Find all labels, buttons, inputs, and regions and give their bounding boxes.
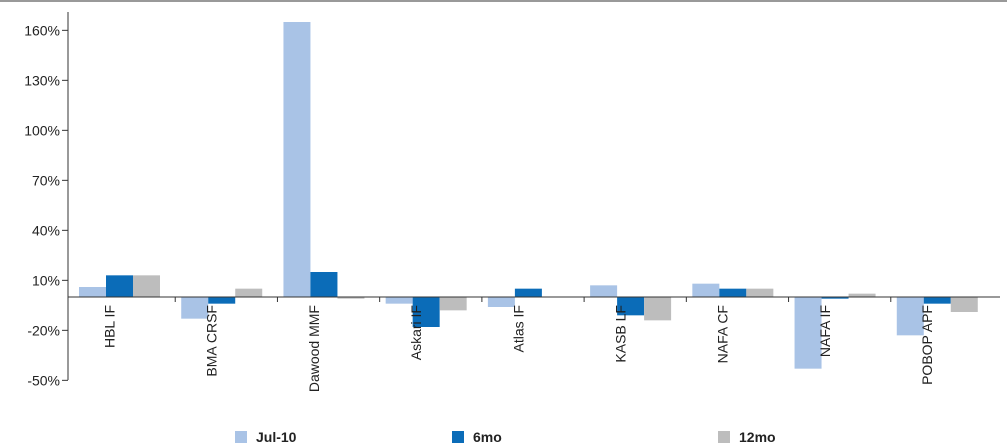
x-category-label: Dawood MMF: [306, 305, 322, 392]
x-category-label: NAFA IF: [817, 305, 833, 357]
bar-12mo: [950, 297, 978, 312]
y-tick-label: 70%: [32, 172, 60, 188]
bar-jul-10: [692, 283, 720, 297]
bar-6mo: [617, 297, 645, 316]
bar-jul-10: [79, 287, 106, 297]
bar-6mo: [106, 275, 133, 297]
bar-jul-10: [487, 297, 515, 307]
y-axis: 160% 130% 100% 70% 40% 10% -20% -50%: [24, 12, 69, 388]
y-tick-label: 40%: [32, 222, 60, 238]
bar-6mo: [208, 297, 236, 304]
legend-label: 6mo: [473, 429, 502, 445]
x-category-label: Atlas IF: [510, 305, 526, 352]
bar-12mo: [746, 288, 774, 297]
bar-6mo: [412, 297, 440, 327]
legend-swatch: [235, 431, 247, 443]
bar-jul-10: [385, 297, 413, 304]
bar-12mo: [644, 297, 672, 321]
y-tick-label: -50%: [27, 372, 60, 388]
x-category-label: KASB LF: [613, 305, 629, 363]
x-axis: HBL IF BMA CRSF Dawood MMF Askari IF Atlas I…: [68, 296, 1000, 392]
bar-jul-10: [181, 297, 209, 319]
legend-label: Jul-10: [256, 429, 297, 445]
legend-label: 12mo: [739, 429, 776, 445]
bar-6mo: [821, 297, 849, 299]
bar-12mo: [848, 293, 876, 297]
bar-jul-10: [896, 297, 924, 336]
bar-12mo: [235, 288, 263, 297]
bar-12mo: [133, 275, 160, 297]
bar-6mo: [923, 297, 951, 304]
y-tick-label: 130%: [24, 72, 60, 88]
bar-12mo: [439, 297, 467, 311]
y-tick-label: 100%: [24, 122, 60, 138]
legend: Jul-10 6mo 12mo: [235, 429, 776, 445]
y-tick-label: 10%: [32, 272, 60, 288]
bar-jul-10: [590, 285, 618, 297]
bar-6mo: [719, 288, 747, 297]
x-category-label: BMA CRSF: [204, 305, 220, 377]
y-tick-label: -20%: [27, 322, 60, 338]
x-category-label: POBOP APF: [919, 305, 935, 385]
y-tick-label: 160%: [24, 22, 60, 38]
x-category-label: HBL IF: [101, 305, 117, 348]
x-category-label: NAFA CF: [715, 305, 731, 363]
bar-jul-10: [283, 22, 311, 297]
bar-6mo: [310, 272, 338, 297]
x-category-label: Askari IF: [408, 305, 424, 360]
legend-swatch: [718, 431, 730, 443]
bar-12mo: [337, 297, 365, 299]
bar-6mo: [514, 288, 542, 297]
bars: [79, 22, 978, 369]
bar-jul-10: [794, 297, 822, 369]
legend-swatch: [452, 431, 464, 443]
